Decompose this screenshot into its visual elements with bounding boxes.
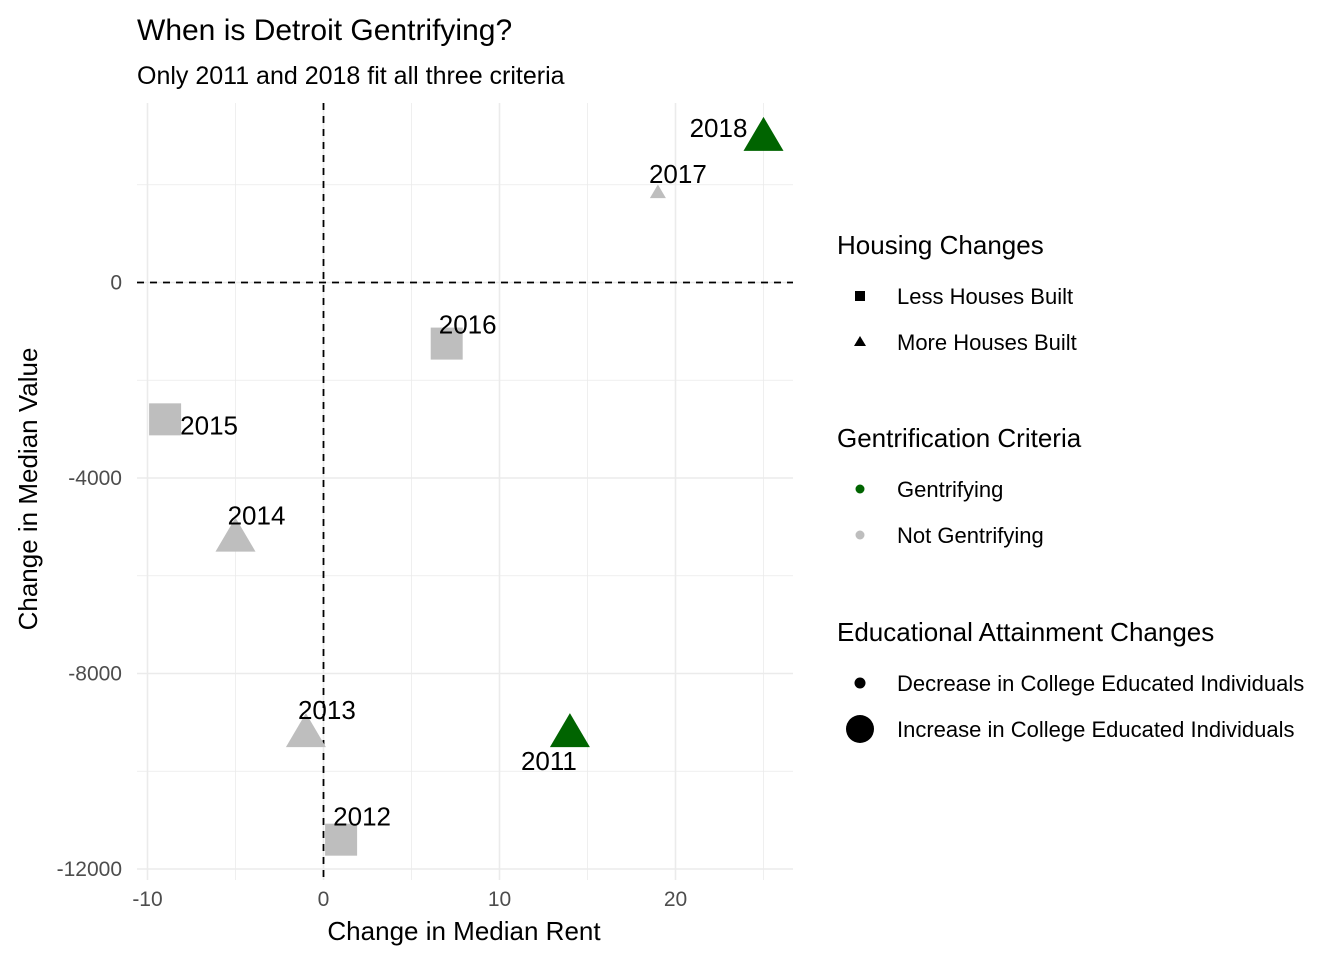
data-point-square <box>430 327 463 360</box>
data-point-label: 2013 <box>298 695 356 725</box>
legend-item-label: Decrease in College Educated Individuals <box>897 671 1304 696</box>
x-tick-label: 10 <box>488 888 511 911</box>
x-tick-label: -10 <box>132 888 162 911</box>
data-point-label: 2012 <box>333 802 391 832</box>
data-point-triangle <box>285 713 326 748</box>
data-point-triangle <box>215 517 256 552</box>
data-point-label: 2014 <box>228 501 286 531</box>
legend-title: Gentrification Criteria <box>837 423 1082 453</box>
legend-key-triangle <box>854 336 866 346</box>
x-tick-label: 20 <box>664 888 687 911</box>
x-tick-label: 0 <box>318 888 330 911</box>
legend-item-label: Gentrifying <box>897 477 1003 502</box>
legend-item-label: Increase in College Educated Individuals <box>897 717 1294 742</box>
y-axis-label: Change in Median Value <box>13 348 43 631</box>
y-tick-label: 0 <box>110 272 122 295</box>
legend-key-square <box>855 291 865 301</box>
data-point-triangle <box>743 116 784 151</box>
data-point-triangle <box>549 713 590 748</box>
legend-title: Housing Changes <box>837 230 1044 260</box>
data-point-label: 2017 <box>649 159 707 189</box>
x-axis-label: Change in Median Rent <box>327 916 601 946</box>
data-point-label: 2015 <box>180 410 238 440</box>
data-point-label: 2018 <box>690 113 748 143</box>
legend-title: Educational Attainment Changes <box>837 617 1214 647</box>
legend-key-dot <box>854 677 866 689</box>
y-tick-label: -8000 <box>68 663 122 686</box>
data-point-triangle <box>649 184 666 199</box>
data-point-square <box>325 823 358 856</box>
legend-key-dot <box>846 715 874 743</box>
legend-key-dot <box>855 484 865 494</box>
data-point-label: 2011 <box>521 746 577 776</box>
chart-subtitle: Only 2011 and 2018 fit all three criteri… <box>137 62 565 90</box>
legend-area: Housing Changes Less Houses Built More Hou… <box>837 230 1304 743</box>
legend-item-label: More Houses Built <box>897 330 1077 355</box>
chart-title: When is Detroit Gentrifying? <box>137 14 512 47</box>
legend-item-label: Less Houses Built <box>897 284 1073 309</box>
legend-key-dot <box>855 530 865 540</box>
legend-item-label: Not Gentrifying <box>897 523 1044 548</box>
y-tick-label: -4000 <box>68 467 122 490</box>
y-tick-label: -12000 <box>57 858 122 881</box>
data-point-square <box>149 403 182 436</box>
plot-panel: -10 0 10 20 -12000 -8000 -4000 0 2011 2012 2013 201… <box>57 103 793 911</box>
data-point-label: 2016 <box>439 310 497 340</box>
